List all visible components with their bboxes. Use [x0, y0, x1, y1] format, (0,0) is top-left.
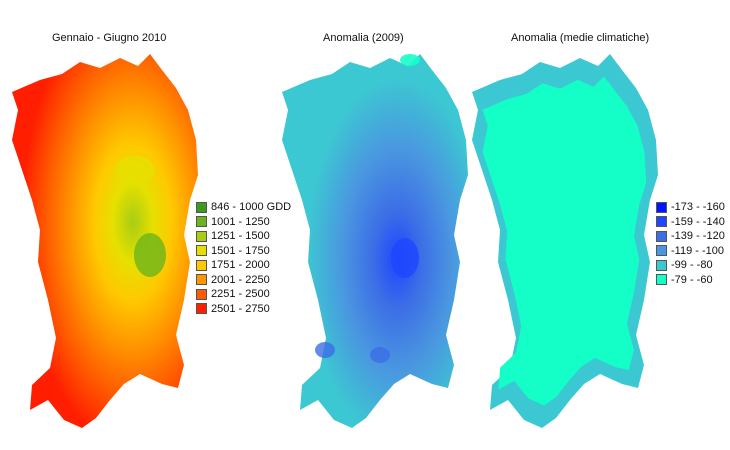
map-anomaly-climate — [472, 54, 658, 428]
legend-label: 2001 - 2250 — [211, 273, 270, 286]
legend-gdd-item: 2001 - 2250 — [196, 273, 291, 288]
legend-swatch — [656, 201, 667, 213]
legend-gdd-item: 1751 - 2000 — [196, 258, 291, 273]
legend-swatch — [196, 303, 207, 315]
legend-label: 846 - 1000 GDD — [211, 201, 292, 214]
legend-anomaly: -173 - -160 -159 - -140 -139 - -120 -119… — [656, 200, 725, 287]
panel-title-anomaly-2009: Anomalia (2009) — [323, 32, 404, 44]
legend-label: 1001 - 1250 — [211, 215, 270, 228]
legend-anomaly-item: -139 - -120 — [656, 229, 725, 244]
legend-swatch — [656, 216, 667, 228]
legend-label: -79 - -60 — [671, 273, 713, 286]
legend-gdd-item: 2251 - 2500 — [196, 287, 291, 302]
legend-swatch — [196, 259, 207, 271]
legend-label: 2251 - 2500 — [211, 288, 270, 301]
legend-anomaly-item: -79 - -60 — [656, 273, 725, 288]
panel-title-anomaly-climate: Anomalia (medie climatiche) — [511, 32, 650, 44]
legend-label: -99 - -80 — [671, 259, 713, 272]
legend-swatch — [196, 230, 207, 242]
legend-label: 1501 - 1750 — [211, 244, 270, 257]
legend-swatch — [656, 230, 667, 242]
legend-swatch — [656, 259, 667, 271]
legend-swatch — [196, 245, 207, 257]
legend-label: -173 - -160 — [671, 201, 725, 214]
legend-gdd-item: 2501 - 2750 — [196, 302, 291, 317]
legend-label: 1751 - 2000 — [211, 259, 270, 272]
legend-anomaly-item: -99 - -80 — [656, 258, 725, 273]
map-anomaly-2009 — [282, 54, 468, 428]
legend-gdd-item: 1001 - 1250 — [196, 215, 291, 230]
legend-anomaly-item: -119 - -100 — [656, 244, 725, 259]
map-gdd — [12, 54, 198, 428]
legend-gdd-item: 846 - 1000 GDD — [196, 200, 291, 215]
legend-label: -139 - -120 — [671, 230, 725, 243]
legend-anomaly-item: -159 - -140 — [656, 215, 725, 230]
legend-label: -159 - -140 — [671, 215, 725, 228]
legend-swatch — [196, 216, 207, 228]
legend-swatch — [656, 274, 667, 286]
legend-swatch — [196, 274, 207, 286]
legend-gdd-item: 1501 - 1750 — [196, 244, 291, 259]
legend-label: 1251 - 1500 — [211, 230, 270, 243]
legend-gdd: 846 - 1000 GDD 1001 - 1250 1251 - 1500 1… — [196, 200, 291, 316]
legend-label: -119 - -100 — [671, 244, 724, 257]
legend-anomaly-item: -173 - -160 — [656, 200, 725, 215]
legend-swatch — [196, 201, 207, 213]
legend-swatch — [656, 245, 667, 257]
legend-swatch — [196, 288, 207, 300]
legend-label: 2501 - 2750 — [211, 302, 270, 315]
legend-gdd-item: 1251 - 1500 — [196, 229, 291, 244]
panel-title-gdd: Gennaio - Giugno 2010 — [52, 32, 167, 44]
